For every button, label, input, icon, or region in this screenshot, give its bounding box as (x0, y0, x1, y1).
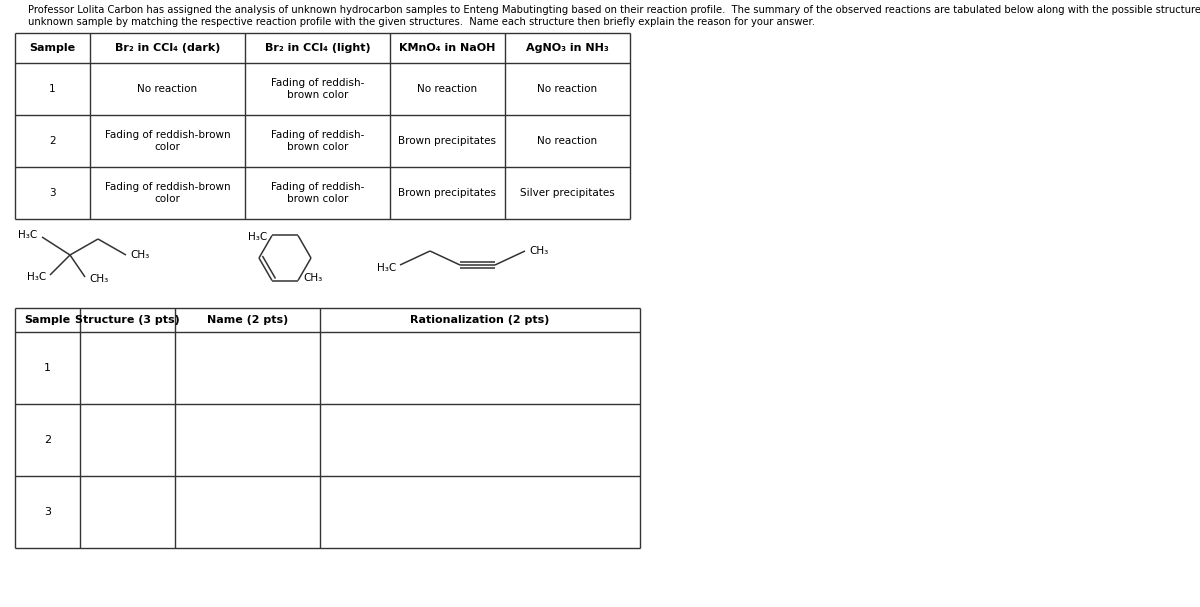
Text: No reaction: No reaction (538, 136, 598, 146)
Text: No reaction: No reaction (538, 84, 598, 94)
Text: Structure (3 pts): Structure (3 pts) (76, 315, 180, 325)
Text: Br₂ in CCl₄ (light): Br₂ in CCl₄ (light) (265, 43, 371, 53)
Text: Fading of reddish-
brown color: Fading of reddish- brown color (271, 182, 364, 204)
Text: Rationalization (2 pts): Rationalization (2 pts) (410, 315, 550, 325)
Text: H₃C: H₃C (247, 232, 266, 242)
Text: 3: 3 (49, 188, 56, 198)
Text: Silver precipitates: Silver precipitates (520, 188, 614, 198)
Text: Name (2 pts): Name (2 pts) (206, 315, 288, 325)
Text: 1: 1 (49, 84, 56, 94)
Text: Fading of reddish-
brown color: Fading of reddish- brown color (271, 130, 364, 152)
Text: 1: 1 (44, 363, 50, 373)
Text: Fading of reddish-brown
color: Fading of reddish-brown color (104, 130, 230, 152)
Text: 3: 3 (44, 507, 50, 517)
Text: Br₂ in CCl₄ (dark): Br₂ in CCl₄ (dark) (115, 43, 220, 53)
Text: CH₃: CH₃ (130, 250, 149, 260)
Text: 2: 2 (44, 435, 52, 445)
Text: H₃C: H₃C (26, 272, 46, 282)
Text: Fading of reddish-brown
color: Fading of reddish-brown color (104, 182, 230, 204)
Text: Brown precipitates: Brown precipitates (398, 188, 497, 198)
Text: Brown precipitates: Brown precipitates (398, 136, 497, 146)
Text: AgNO₃ in NH₃: AgNO₃ in NH₃ (526, 43, 608, 53)
Text: CH₃: CH₃ (89, 274, 108, 284)
Text: Sample: Sample (30, 43, 76, 53)
Text: Professor Lolita Carbon has assigned the analysis of unknown hydrocarbon samples: Professor Lolita Carbon has assigned the… (28, 5, 1200, 15)
Text: No reaction: No reaction (418, 84, 478, 94)
Text: H₃C: H₃C (377, 263, 396, 273)
Text: No reaction: No reaction (138, 84, 198, 94)
Text: CH₃: CH₃ (529, 246, 548, 256)
Text: Sample: Sample (24, 315, 71, 325)
Text: CH₃: CH₃ (302, 273, 323, 282)
Text: KMnO₄ in NaOH: KMnO₄ in NaOH (400, 43, 496, 53)
Text: 2: 2 (49, 136, 56, 146)
Text: Fading of reddish-
brown color: Fading of reddish- brown color (271, 78, 364, 100)
Text: H₃C: H₃C (18, 230, 37, 240)
Text: unknown sample by matching the respective reaction profile with the given struct: unknown sample by matching the respectiv… (28, 17, 815, 27)
